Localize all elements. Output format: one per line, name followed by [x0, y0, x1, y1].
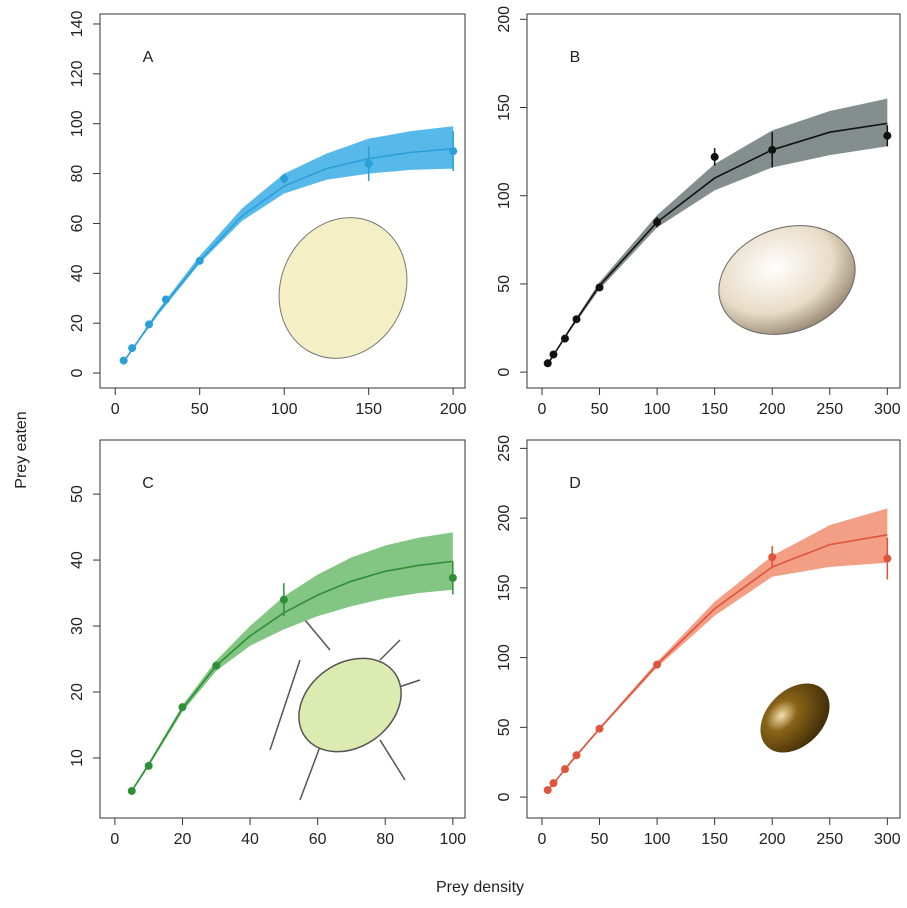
y-axis-label: Prey eaten	[13, 411, 30, 488]
figure: Prey eaten Prey density 0204060801001201…	[0, 0, 907, 903]
y-tick-label: 40	[69, 264, 86, 282]
data-point	[596, 725, 604, 733]
data-point	[280, 175, 288, 183]
scale-insect	[256, 197, 429, 380]
y-tick-label: 150	[496, 94, 513, 121]
data-point	[449, 147, 457, 155]
x-tick-label: 40	[241, 831, 259, 848]
plot-frame	[100, 14, 465, 388]
data-point	[711, 153, 719, 161]
y-tick-label: 0	[496, 793, 513, 802]
y-tick-label: 10	[69, 749, 86, 767]
y-tick-label: 50	[496, 718, 513, 736]
x-tick-label: 50	[591, 831, 609, 848]
y-tick-label: 200	[496, 6, 513, 33]
y-tick-label: 0	[69, 368, 86, 377]
x-tick-label: 300	[874, 401, 901, 418]
data-point	[883, 132, 891, 140]
y-tick-label: 30	[69, 617, 86, 635]
x-tick-label: 0	[538, 401, 547, 418]
data-point	[178, 703, 186, 711]
x-tick-label: 0	[538, 831, 547, 848]
data-point	[365, 160, 373, 168]
fit-line	[548, 535, 888, 791]
y-tick-label: 100	[496, 644, 513, 671]
plot-frame	[527, 14, 900, 388]
x-tick-label: 250	[816, 831, 843, 848]
confidence-band	[548, 508, 888, 791]
panel-label: D	[569, 475, 581, 492]
aphid	[270, 620, 420, 800]
data-point	[883, 555, 891, 563]
plot-frame	[527, 440, 900, 818]
y-tick-label: 80	[69, 165, 86, 183]
x-tick-label: 200	[759, 401, 786, 418]
confidence-band	[548, 99, 888, 365]
data-point	[549, 779, 557, 787]
x-tick-label: 0	[110, 831, 119, 848]
y-tick-label: 250	[496, 435, 513, 462]
illustrations	[256, 197, 870, 800]
data-point	[145, 762, 153, 770]
x-tick-label: 150	[701, 831, 728, 848]
x-axis-label: Prey density	[436, 879, 524, 896]
egg	[703, 207, 870, 353]
x-tick-label: 250	[816, 401, 843, 418]
data-point	[573, 751, 581, 759]
x-tick-label: 200	[440, 401, 467, 418]
y-tick-label: 50	[69, 485, 86, 503]
data-point	[280, 596, 288, 604]
y-tick-label: 20	[69, 683, 86, 701]
data-point	[544, 359, 552, 367]
y-tick-label: 50	[496, 275, 513, 293]
x-tick-label: 300	[874, 831, 901, 848]
x-tick-label: 150	[355, 401, 382, 418]
x-tick-label: 50	[191, 401, 209, 418]
x-tick-label: 100	[644, 401, 671, 418]
data-point	[768, 146, 776, 154]
x-tick-label: 100	[644, 831, 671, 848]
y-tick-label: 200	[496, 505, 513, 532]
y-tick-label: 120	[69, 60, 86, 87]
panel-label: A	[143, 49, 154, 66]
x-tick-label: 100	[439, 831, 466, 848]
x-tick-label: 80	[376, 831, 394, 848]
data-point	[573, 315, 581, 323]
confidence-band	[132, 532, 453, 792]
data-point	[162, 295, 170, 303]
x-tick-label: 100	[271, 401, 298, 418]
x-tick-label: 20	[174, 831, 192, 848]
data-point	[212, 662, 220, 670]
y-tick-label: 140	[69, 11, 86, 38]
y-tick-label: 60	[69, 214, 86, 232]
x-tick-label: 200	[759, 831, 786, 848]
data-point	[120, 357, 128, 365]
y-tick-label: 20	[69, 314, 86, 332]
data-point	[449, 574, 457, 582]
data-point	[768, 553, 776, 561]
data-point	[596, 283, 604, 291]
data-point	[128, 787, 136, 795]
data-point	[561, 765, 569, 773]
seed	[747, 670, 843, 766]
data-point	[561, 335, 569, 343]
data-point	[544, 786, 552, 794]
data-point	[653, 218, 661, 226]
y-tick-label: 100	[69, 110, 86, 137]
x-tick-label: 60	[309, 831, 327, 848]
x-tick-label: 0	[111, 401, 120, 418]
data-point	[653, 661, 661, 669]
data-point	[145, 320, 153, 328]
y-tick-label: 0	[496, 368, 513, 377]
panel-label: C	[142, 475, 154, 492]
data-point	[196, 257, 204, 265]
y-tick-label: 40	[69, 551, 86, 569]
y-tick-label: 150	[496, 574, 513, 601]
panel-label: B	[570, 49, 581, 66]
data-point	[549, 350, 557, 358]
y-tick-label: 100	[496, 182, 513, 209]
x-tick-label: 50	[591, 401, 609, 418]
x-tick-label: 150	[701, 401, 728, 418]
data-point	[128, 344, 136, 352]
